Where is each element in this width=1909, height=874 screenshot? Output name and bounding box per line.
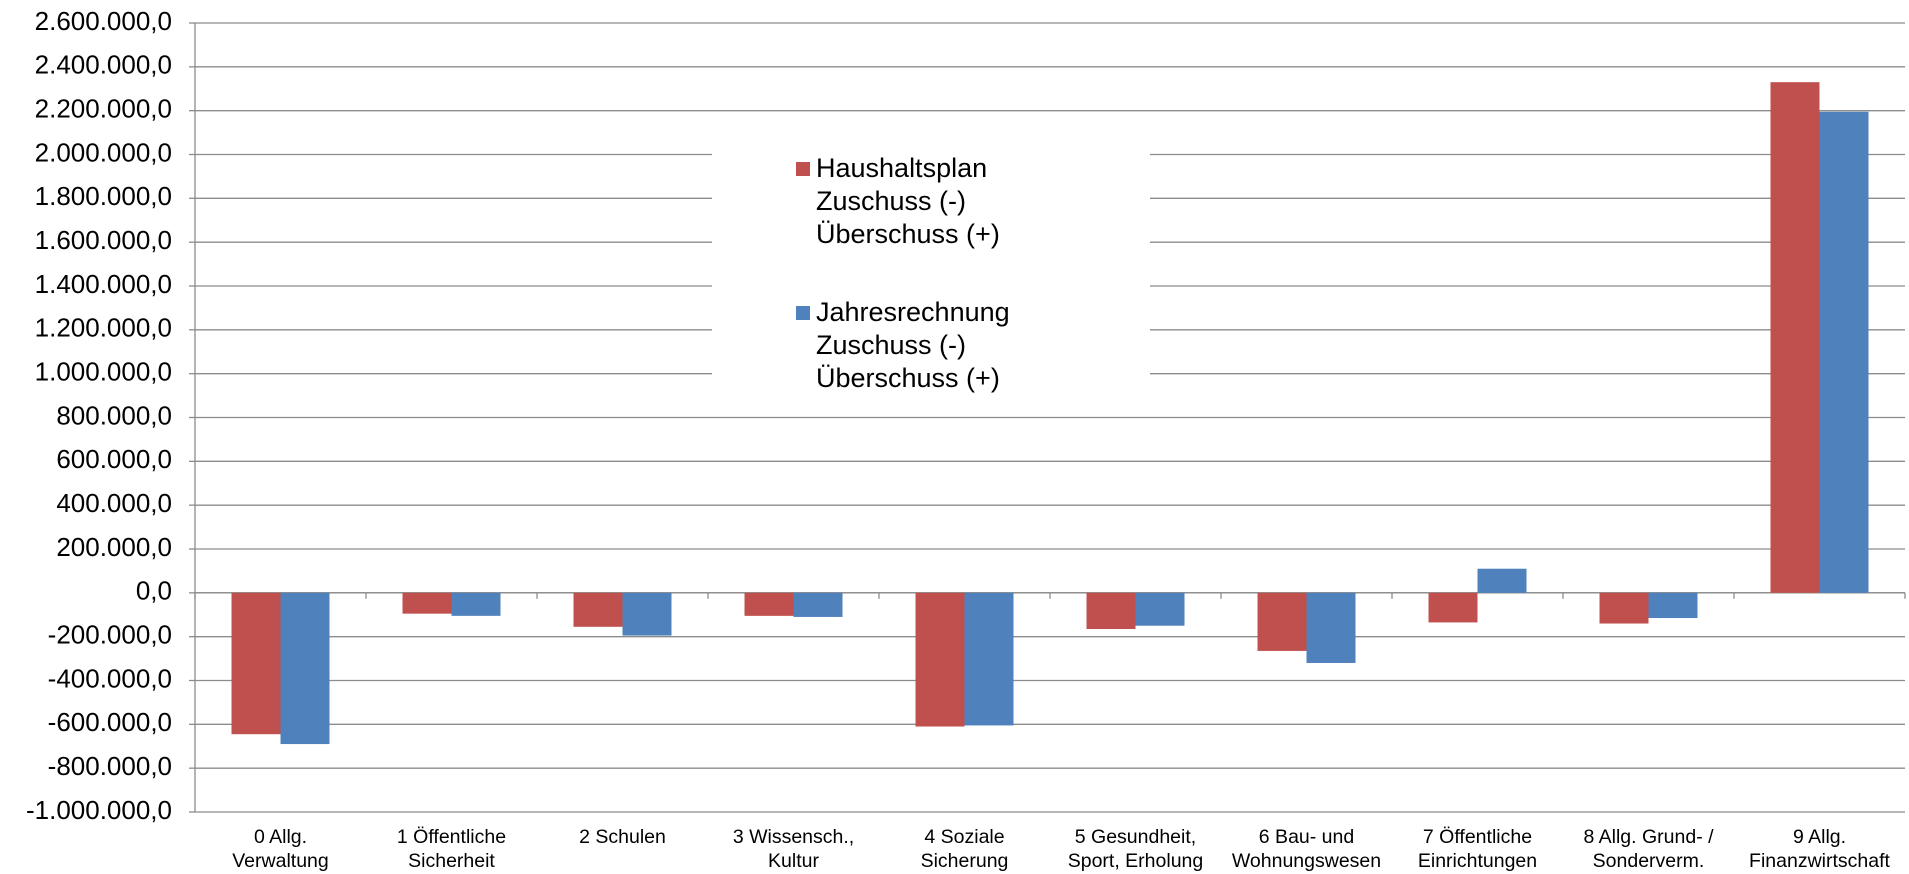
bar (1306, 592, 1356, 663)
y-tick-label: 2.600.000,0 (35, 6, 172, 36)
x-tick-label: 5 Gesundheit, (1075, 826, 1196, 848)
x-tick-label: 3 Wissensch., (733, 826, 854, 848)
x-tick-label: Sport, Erholung (1068, 850, 1204, 872)
bar (1477, 568, 1527, 593)
x-tick-label: Kultur (768, 850, 819, 872)
y-tick-label: 0,0 (136, 576, 172, 606)
legend-label: Haushaltsplan Zuschuss (-) Überschuss (+… (816, 153, 1000, 249)
y-tick-label: 800.000,0 (56, 400, 172, 430)
y-tick-label: 600.000,0 (56, 444, 172, 474)
bar (622, 592, 672, 636)
x-tick-label: 0 Allg. (254, 826, 307, 848)
y-tick-label: 2.000.000,0 (35, 137, 172, 167)
x-tick-label: 7 Öffentliche (1423, 826, 1532, 848)
legend-entry: Haushaltsplan Zuschuss (-) Überschuss (+… (796, 152, 1036, 251)
y-tick-label: 1.600.000,0 (35, 225, 172, 255)
y-tick-label: 1.400.000,0 (35, 269, 172, 299)
bar (1086, 592, 1136, 629)
legend-entry: Jahresrechnung Zuschuss (-) Überschuss (… (796, 296, 1036, 395)
bar (1135, 592, 1185, 626)
x-tick-label: Finanzwirtschaft (1749, 850, 1890, 872)
x-tick-label: 9 Allg. (1793, 826, 1846, 848)
y-tick-label: -800.000,0 (48, 751, 172, 781)
y-tick-label: -400.000,0 (48, 663, 172, 693)
bar (451, 592, 501, 616)
x-tick-label: Sicherheit (408, 850, 495, 872)
x-tick-label: Einrichtungen (1418, 850, 1537, 872)
x-tick-label: Sonderverm. (1593, 850, 1705, 872)
y-tick-label: 200.000,0 (56, 532, 172, 562)
legend-swatch (796, 306, 810, 320)
bar (402, 592, 452, 614)
bar (573, 592, 623, 627)
y-tick-label: 2.200.000,0 (35, 94, 172, 124)
bar (964, 592, 1014, 726)
legend-swatch (796, 162, 810, 176)
grid (195, 22, 1905, 813)
bar (744, 592, 794, 616)
y-tick-label: 2.400.000,0 (35, 50, 172, 80)
y-tick-label: 400.000,0 (56, 488, 172, 518)
x-tick-label: Verwaltung (232, 850, 328, 872)
bar (280, 592, 330, 745)
y-tick-label: -200.000,0 (48, 620, 172, 650)
y-tick-label: 1.200.000,0 (35, 313, 172, 343)
x-tick-label: 8 Allg. Grund- / (1583, 826, 1714, 848)
bar (793, 592, 843, 617)
legend: Haushaltsplan Zuschuss (-) Überschuss (+… (712, 146, 1150, 402)
bar (915, 592, 965, 727)
x-tick-label: Sicherung (921, 850, 1009, 872)
y-tick-label: 1.000.000,0 (35, 357, 172, 387)
bar (231, 592, 281, 735)
bar (1648, 592, 1698, 619)
x-tick-label: Wohnungswesen (1232, 850, 1381, 872)
y-tick-label: -600.000,0 (48, 707, 172, 737)
x-tick-label: 4 Soziale (924, 826, 1004, 848)
bar (1428, 592, 1478, 623)
bar (1770, 82, 1820, 593)
bar (1819, 111, 1869, 593)
legend-label: Jahresrechnung Zuschuss (-) Überschuss (… (816, 297, 1010, 393)
x-tick-label: 2 Schulen (579, 826, 666, 848)
x-tick-label: 6 Bau- und (1259, 826, 1354, 848)
bar (1257, 592, 1307, 651)
y-tick-label: 1.800.000,0 (35, 181, 172, 211)
y-tick-label: -1.000.000,0 (26, 795, 172, 825)
x-tick-label: 1 Öffentliche (397, 826, 506, 848)
bar (1599, 592, 1649, 624)
